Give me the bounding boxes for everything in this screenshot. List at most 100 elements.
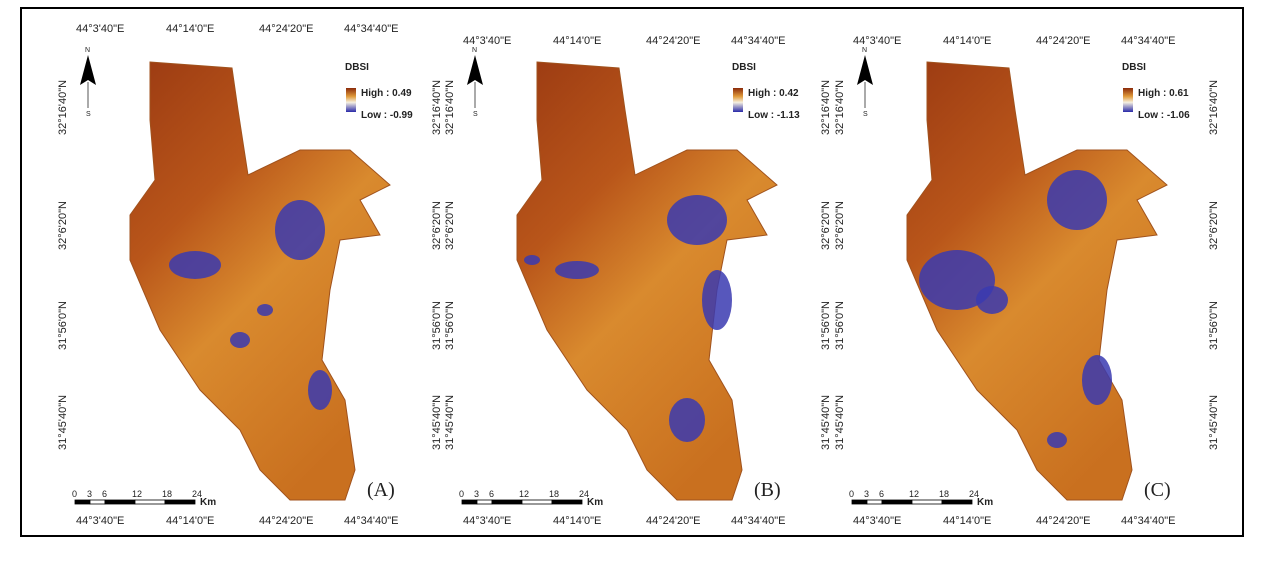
north-arrow (857, 55, 873, 85)
longitude-label: 44°3'40"E (463, 515, 511, 527)
longitude-label: 44°34'40"E (1121, 35, 1175, 47)
longitude-label: 44°24'20"E (1036, 515, 1090, 527)
scale-tick: 18 (549, 489, 559, 499)
longitude-label: 44°24'20"E (646, 515, 700, 527)
scale-segment (552, 500, 582, 504)
scale-tick: 6 (879, 489, 884, 499)
latitude-label: 31°45'40"N (820, 395, 832, 450)
longitude-label: 44°14'0"E (943, 35, 991, 47)
legend-ramp (346, 88, 356, 112)
longitude-label: 44°14'0"E (943, 515, 991, 527)
latitude-label: 31°45'40"N (57, 395, 69, 450)
scale-tick: 0 (849, 489, 854, 499)
map-panel: 44°3'40"E 44°3'40"E 44°14'0"E 44°14'0"E 44°2… (444, 35, 832, 527)
longitude-label: 44°14'0"E (553, 35, 601, 47)
scale-tick: 12 (132, 489, 142, 499)
scale-tick: 0 (72, 489, 77, 499)
scale-segment (90, 500, 105, 504)
latitude-label: 32°6'20"N (820, 201, 832, 250)
study-area (130, 62, 390, 500)
latitude-label: 31°56'0"N (431, 301, 443, 350)
scale-tick: 3 (87, 489, 92, 499)
scale-unit: Km (977, 497, 993, 508)
low-dbsi-area (524, 255, 540, 265)
latitude-label: 32°16'40"N (444, 80, 456, 135)
longitude-label: 44°24'20"E (1036, 35, 1090, 47)
longitude-label: 44°24'20"E (259, 23, 313, 35)
scale-segment (477, 500, 492, 504)
study-area (517, 62, 777, 500)
low-dbsi-area (257, 304, 273, 316)
latitude-label: 32°16'40"N (431, 80, 443, 135)
longitude-label: 44°34'40"E (1121, 515, 1175, 527)
longitude-label: 44°34'40"E (344, 515, 398, 527)
south-label: S (473, 111, 478, 118)
latitude-label: 31°45'40"N (431, 395, 443, 450)
scale-tick: 0 (459, 489, 464, 499)
latitude-label: 32°6'20"N (57, 201, 69, 250)
scale-tick: 6 (102, 489, 107, 499)
latitude-label: 32°6'20"N (431, 201, 443, 250)
latitude-label: 32°6'20"N (1208, 201, 1220, 250)
longitude-label: 44°24'20"E (646, 35, 700, 47)
longitude-label: 44°34'40"E (731, 515, 785, 527)
legend-title: DBSI (732, 62, 756, 73)
legend-ramp (733, 88, 743, 112)
legend-high: High : 0.61 (1138, 88, 1189, 99)
legend-low: Low : -1.13 (748, 110, 800, 121)
scale-segment (867, 500, 882, 504)
latitude-label: 31°56'0"N (57, 301, 69, 350)
scale-segment (105, 500, 135, 504)
low-dbsi-area (169, 251, 221, 279)
scale-unit: Km (200, 497, 216, 508)
longitude-label: 44°3'40"E (76, 23, 124, 35)
longitude-label: 44°34'40"E (344, 23, 398, 35)
legend-low: Low : -1.06 (1138, 110, 1190, 121)
longitude-label: 44°24'20"E (259, 515, 313, 527)
north-label: N (862, 47, 867, 54)
scale-tick: 12 (519, 489, 529, 499)
scale-segment (492, 500, 522, 504)
scale-segment (75, 500, 90, 504)
latitude-label: 31°56'0"N (834, 301, 846, 350)
scale-tick: 18 (162, 489, 172, 499)
map-panel: 44°3'40"E44°3'40"E44°14'0"E44°14'0"E44°2… (57, 23, 443, 527)
scale-segment (462, 500, 477, 504)
latitude-label: 31°45'40"N (1208, 395, 1220, 450)
latitude-label: 31°45'40"N (444, 395, 456, 450)
south-label: S (863, 111, 868, 118)
scale-tick: 12 (909, 489, 919, 499)
north-label: N (85, 47, 90, 54)
low-dbsi-area (667, 195, 727, 245)
low-dbsi-area (1082, 355, 1112, 405)
north-label: N (472, 47, 477, 54)
low-dbsi-area (555, 261, 599, 279)
low-dbsi-area (1047, 432, 1067, 448)
latitude-label: 31°56'0"N (1208, 301, 1220, 350)
legend-high: High : 0.42 (748, 88, 799, 99)
scale-tick: 3 (864, 489, 869, 499)
latitude-label: 32°16'40"N (1208, 80, 1220, 135)
latitude-label: 31°56'0"N (820, 301, 832, 350)
latitude-label: 31°45'40"N (834, 395, 846, 450)
longitude-label: 44°3'40"E (853, 35, 901, 47)
scale-tick: 6 (489, 489, 494, 499)
longitude-label: 44°3'40"E (463, 35, 511, 47)
scale-tick: 3 (474, 489, 479, 499)
figure: 44°3'40"E 44°3'40"E 44°14'0"E 44°14'0"E 44°2… (0, 0, 1263, 559)
low-dbsi-area (976, 286, 1008, 314)
low-dbsi-area (702, 270, 732, 330)
legend-high: High : 0.49 (361, 88, 412, 99)
scale-segment (852, 500, 867, 504)
legend-low: Low : -0.99 (361, 110, 413, 121)
scale-segment (165, 500, 195, 504)
legend-ramp (1123, 88, 1133, 112)
longitude-label: 44°14'0"E (553, 515, 601, 527)
longitude-label: 44°14'0"E (166, 23, 214, 35)
scale-unit: Km (587, 497, 603, 508)
scale-segment (942, 500, 972, 504)
low-dbsi-area (275, 200, 325, 260)
scale-segment (882, 500, 912, 504)
low-dbsi-area (1047, 170, 1107, 230)
scale-segment (522, 500, 552, 504)
